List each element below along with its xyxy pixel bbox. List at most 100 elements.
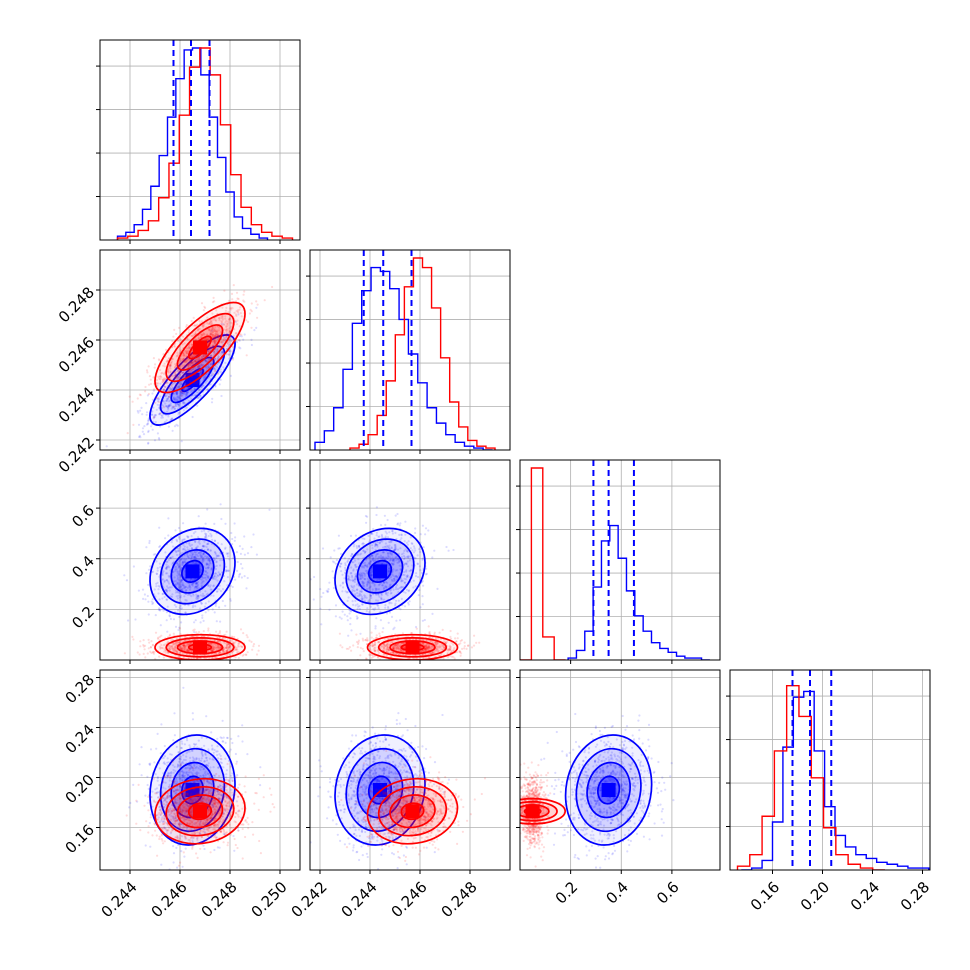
sample-point <box>178 626 181 629</box>
sample-point <box>236 323 239 326</box>
sample-point <box>201 576 204 579</box>
sample-point <box>227 569 230 572</box>
sample-point <box>224 361 227 364</box>
sample-point <box>203 558 206 562</box>
sample-point <box>219 371 223 374</box>
sample-point <box>226 328 229 331</box>
sample-point <box>190 369 193 372</box>
sample-point <box>205 533 208 536</box>
sample-point <box>180 621 183 624</box>
sample-point <box>217 336 220 339</box>
sample-point <box>184 646 187 649</box>
sample-point <box>190 362 194 365</box>
sample-point <box>185 391 188 394</box>
sample-point <box>169 367 172 370</box>
sample-point <box>159 378 162 381</box>
sample-point <box>219 590 223 593</box>
sample-point <box>214 385 217 388</box>
red-histogram <box>116 47 294 240</box>
sample-point <box>158 413 161 416</box>
sample-point <box>184 611 187 614</box>
sample-point <box>146 423 149 426</box>
sample-point <box>177 370 180 373</box>
sample-point <box>187 328 191 331</box>
sample-point <box>190 361 193 364</box>
sample-point <box>218 317 221 320</box>
sample-point <box>168 366 171 369</box>
sample-point <box>195 361 198 364</box>
sample-point <box>185 644 188 648</box>
sample-point <box>206 646 210 649</box>
sample-point <box>178 370 182 373</box>
sample-point <box>177 413 180 416</box>
sample-point <box>154 631 158 634</box>
sample-point <box>216 333 219 336</box>
sample-point <box>199 327 202 330</box>
sample-point <box>334 562 337 565</box>
sample-point <box>149 646 152 649</box>
sample-point <box>179 370 182 374</box>
sample-point <box>252 643 256 646</box>
sample-point <box>238 642 241 645</box>
sample-point <box>176 553 179 557</box>
sample-point <box>360 552 363 555</box>
sample-point <box>217 574 220 578</box>
sample-point <box>389 559 392 562</box>
sample-point <box>215 555 218 558</box>
sample-point <box>175 399 178 402</box>
sample-point <box>209 349 212 352</box>
sample-point <box>149 378 152 381</box>
sample-point <box>143 648 146 651</box>
sample-point <box>180 558 183 561</box>
sample-point <box>179 398 182 401</box>
sample-point <box>226 584 229 587</box>
sample-point <box>215 319 218 322</box>
sample-point <box>132 638 135 641</box>
sample-point <box>225 649 229 652</box>
sample-point <box>176 564 179 567</box>
sample-point <box>185 553 189 556</box>
sample-point <box>196 586 199 589</box>
sample-point <box>201 560 204 563</box>
sample-point <box>213 329 216 332</box>
sample-point <box>197 337 200 340</box>
sample-point <box>169 364 172 367</box>
sample-point <box>161 414 164 417</box>
sample-point <box>196 555 200 558</box>
sample-point <box>237 644 240 647</box>
sample-point <box>154 396 157 400</box>
sample-point <box>194 330 197 333</box>
sample-point <box>184 357 188 360</box>
sample-point <box>212 318 215 321</box>
sample-point <box>200 320 203 323</box>
histogram-panel-1 <box>306 249 511 454</box>
sample-point <box>132 565 135 568</box>
sample-point <box>179 392 182 395</box>
sample-point <box>207 646 210 649</box>
sample-point <box>375 513 378 517</box>
sample-point <box>212 577 215 580</box>
sample-point <box>182 587 185 590</box>
sample-point <box>375 634 378 637</box>
sample-point <box>211 331 215 334</box>
sample-point <box>217 333 220 336</box>
sample-point <box>165 567 168 571</box>
sample-point <box>228 318 231 321</box>
sample-point <box>174 625 178 628</box>
sample-point <box>183 560 186 564</box>
sample-point <box>216 645 220 649</box>
sample-point <box>407 603 410 606</box>
sample-point <box>146 594 149 598</box>
sample-point <box>184 548 187 551</box>
sample-point <box>139 645 142 648</box>
sample-point <box>193 324 196 327</box>
sample-point <box>180 585 183 588</box>
sample-point <box>160 372 163 375</box>
sample-point <box>177 339 180 343</box>
sample-point <box>163 378 166 381</box>
sample-point <box>447 549 450 552</box>
sample-point <box>207 358 210 361</box>
sample-point <box>176 398 179 401</box>
sample-point <box>211 335 214 339</box>
sample-point <box>181 562 184 565</box>
